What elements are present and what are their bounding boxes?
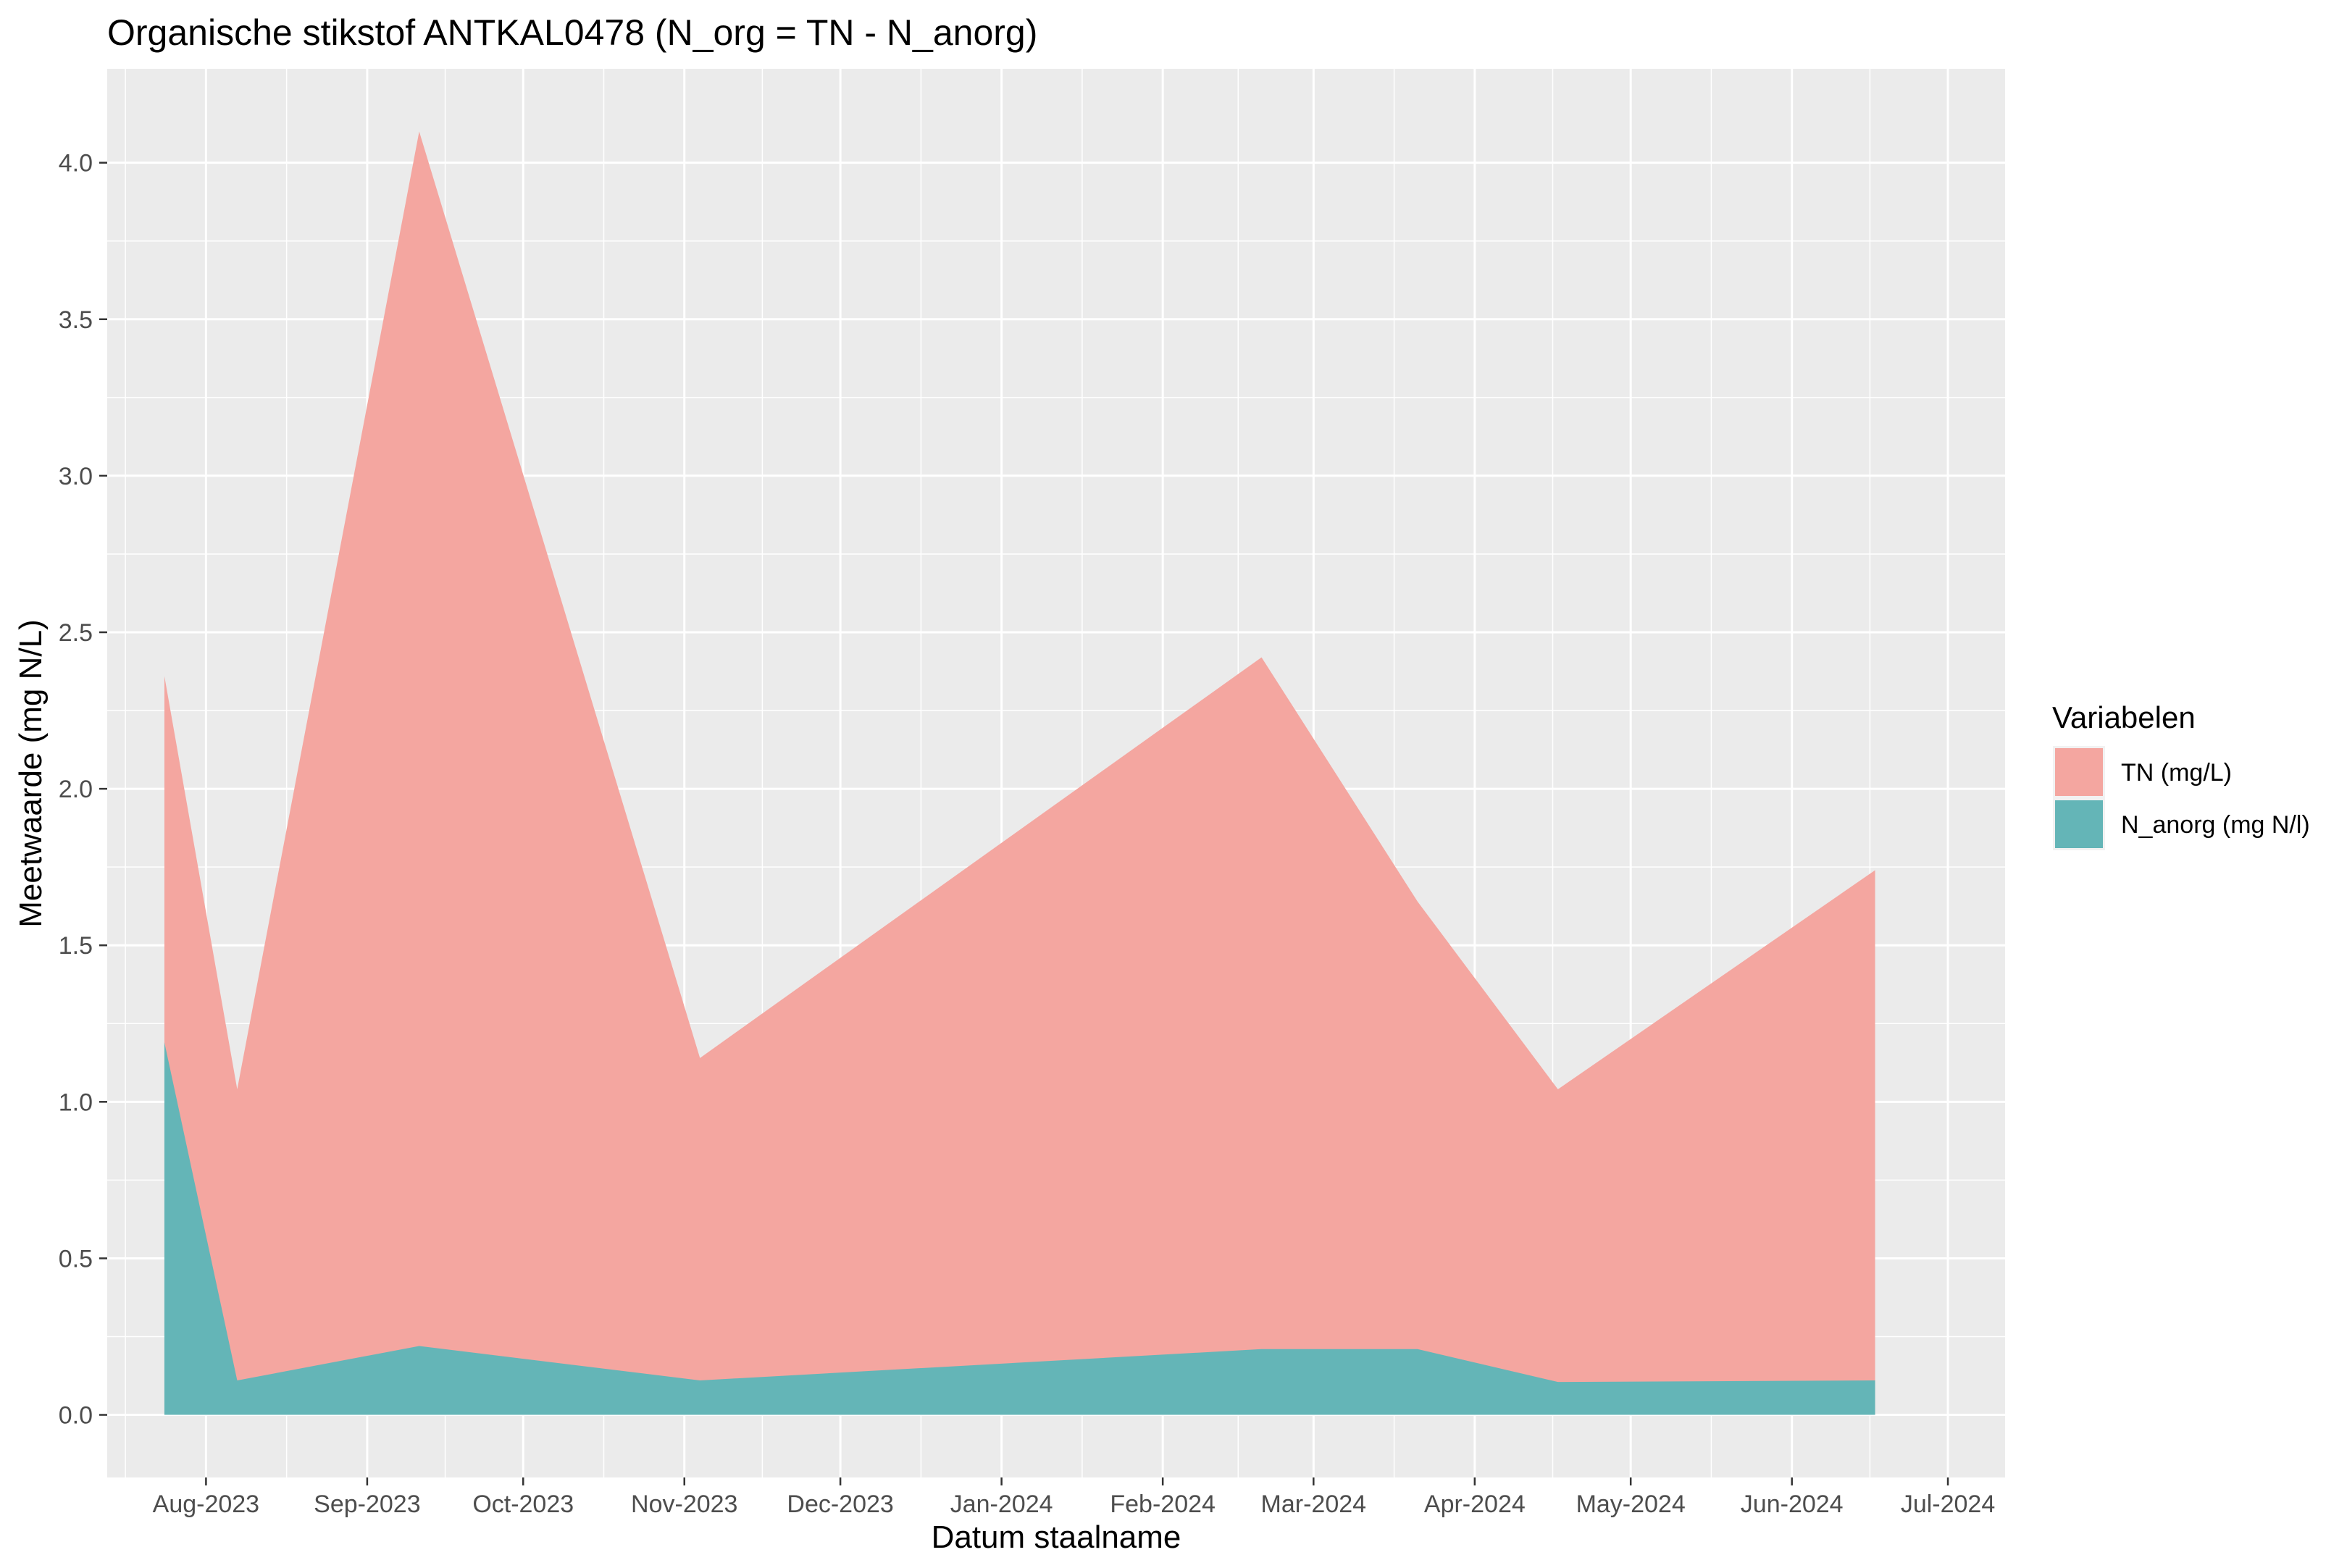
x-tick-label: Dec-2023 [787, 1491, 893, 1518]
legend: Variabelen TN (mg/L) N_anorg (mg N/l) [2052, 700, 2310, 850]
legend-label: N_anorg (mg N/l) [2121, 811, 2310, 839]
x-axis: Aug-2023 Sep-2023 Oct-2023 Nov-2023 Dec-2023… [153, 1477, 1996, 1518]
legend-swatch [2055, 800, 2103, 848]
y-tick-label: 1.0 [59, 1089, 93, 1116]
x-tick-label: Feb-2024 [1110, 1491, 1216, 1518]
y-tick-label: 3.5 [59, 306, 93, 334]
y-tick-label: 2.5 [59, 619, 93, 647]
x-tick-label: Oct-2023 [472, 1491, 574, 1518]
y-tick-label: 0.0 [59, 1402, 93, 1430]
y-tick-label: 1.5 [59, 932, 93, 960]
x-tick-label: Jun-2024 [1741, 1491, 1844, 1518]
legend-swatch [2055, 748, 2103, 796]
x-tick-label: Jan-2024 [950, 1491, 1053, 1518]
y-tick-label: 3.0 [59, 463, 93, 490]
x-tick-label: Aug-2023 [153, 1491, 259, 1518]
y-axis-title: Meetwaarde (mg N/L) [13, 619, 49, 927]
y-axis: 0.0 0.5 1.0 1.5 2.0 2.5 3.0 3.5 4.0 [59, 150, 107, 1430]
y-tick-label: 0.5 [59, 1245, 93, 1273]
x-tick-label: Apr-2024 [1424, 1491, 1526, 1518]
x-tick-label: Nov-2023 [631, 1491, 737, 1518]
chart-title: Organische stikstof ANTKAL0478 (N_org = … [107, 12, 1037, 53]
legend-title: Variabelen [2052, 700, 2196, 734]
x-axis-title: Datum staalname [932, 1519, 1181, 1555]
x-tick-label: May-2024 [1576, 1491, 1686, 1518]
x-tick-label: Jul-2024 [1901, 1491, 1995, 1518]
y-tick-label: 4.0 [59, 150, 93, 177]
legend-label: TN (mg/L) [2121, 759, 2232, 787]
y-tick-label: 2.0 [59, 776, 93, 803]
x-tick-label: Mar-2024 [1261, 1491, 1367, 1518]
x-tick-label: Sep-2023 [314, 1491, 420, 1518]
